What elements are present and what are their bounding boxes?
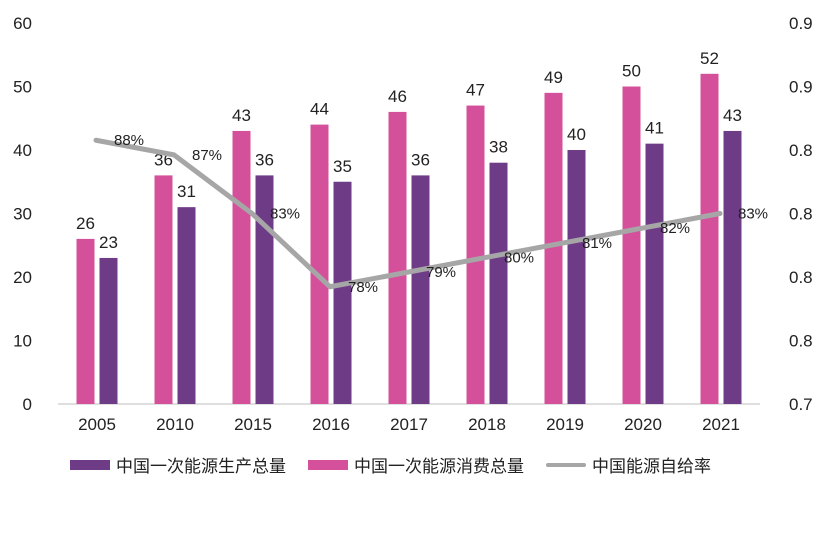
x-axis-tick-label: 2010 [156,415,194,434]
bar-label-consumption: 46 [388,87,407,106]
x-axis-tick-label: 2005 [78,415,116,434]
legend-label-consumption: 中国一次能源消费总量 [354,457,524,477]
bar-consumption [76,238,95,404]
legend-item-production: 中国一次能源生产总量 [70,452,286,477]
left-axis-tick-label: 50 [13,78,32,97]
legend-item-consumption: 中国一次能源消费总量 [308,452,524,477]
bar-label-production: 38 [489,138,508,157]
bar-consumption [466,105,485,405]
bar-consumption [154,175,173,404]
bar-label-production: 40 [567,125,586,144]
line-label-self-sufficiency: 81% [582,235,612,252]
x-axis-tick-label: 2015 [234,415,272,434]
right-axis-tick-label: 0.7 [789,395,813,414]
legend-label-self-sufficiency: 中国能源自给率 [592,457,711,477]
right-axis-tick-label: 0.9 [789,78,813,97]
bar-production [99,257,118,404]
line-label-self-sufficiency: 82% [660,220,690,237]
bar-label-production: 43 [723,106,742,125]
right-axis-tick-label: 0.8 [789,268,813,287]
x-axis-tick-label: 2018 [468,415,506,434]
bar-label-production: 36 [411,150,430,169]
line-label-self-sufficiency: 83% [270,206,300,223]
bar-consumption [232,130,251,404]
legend-item-self-sufficiency: 中国能源自给率 [546,452,711,477]
bar-consumption [310,124,329,404]
left-axis-tick-label: 0 [23,395,32,414]
bar-production [411,175,430,404]
bar-production [489,162,508,404]
bar-label-consumption: 47 [466,81,485,100]
x-axis-tick-label: 2021 [702,415,740,434]
x-axis-tick-label: 2016 [312,415,350,434]
line-label-self-sufficiency: 88% [114,132,144,149]
bar-label-production: 23 [99,233,118,252]
bar-label-production: 35 [333,157,352,176]
line-label-self-sufficiency: 80% [504,249,534,266]
left-axis-tick-label: 30 [13,205,32,224]
bar-label-production: 31 [177,182,196,201]
bar-label-production: 41 [645,119,664,138]
left-axis-tick-label: 60 [13,14,32,33]
right-axis-tick-label: 0.8 [789,205,813,224]
bar-production [567,150,586,404]
bar-consumption [388,111,407,405]
bar-label-consumption: 44 [310,100,329,119]
bar-production [177,207,196,404]
bar-production [723,130,742,404]
left-axis-tick-label: 10 [13,332,32,351]
bar-label-consumption: 49 [544,68,563,87]
bar-label-consumption: 50 [622,62,641,81]
x-axis-tick-label: 2017 [390,415,428,434]
right-axis-tick-label: 0.8 [789,332,813,351]
line-label-self-sufficiency: 87% [192,147,222,164]
legend-label-production: 中国一次能源生产总量 [116,457,286,477]
bar-consumption [622,86,641,404]
right-axis-tick-label: 0.8 [789,141,813,160]
bar-label-production: 36 [255,150,274,169]
right-axis-tick-label: 0.9 [789,14,813,33]
line-self-sufficiency [93,137,723,290]
x-axis-tick-label: 2019 [546,415,584,434]
bar-label-consumption: 52 [700,49,719,68]
bar-production [333,181,352,404]
legend-swatch-self-sufficiency [546,462,586,467]
x-axis-tick-label: 2020 [624,415,662,434]
bar-consumption [700,73,719,405]
legend: 中国一次能源生产总量 中国一次能源消费总量 中国能源自给率 [70,452,733,477]
bar-label-consumption: 26 [76,214,95,233]
bar-label-consumption: 43 [232,106,251,125]
bar-consumption [544,92,563,404]
bar-production [645,143,664,404]
line-label-self-sufficiency: 78% [348,279,378,296]
line-label-self-sufficiency: 83% [738,206,768,223]
legend-swatch-production [70,459,110,470]
left-axis-tick-label: 40 [13,141,32,160]
line-label-self-sufficiency: 79% [426,264,456,281]
legend-swatch-consumption [308,459,348,470]
left-axis-tick-label: 20 [13,268,32,287]
